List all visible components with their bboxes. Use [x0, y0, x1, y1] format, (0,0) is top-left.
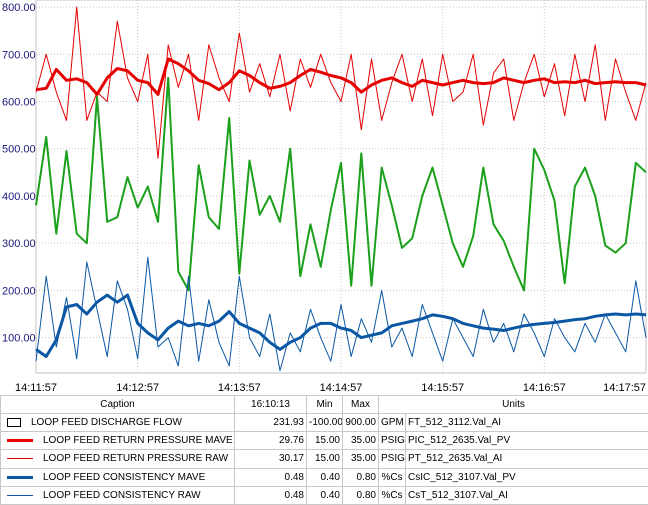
legend-eu: PSIG — [378, 449, 406, 469]
series-swatch-icon — [7, 439, 33, 443]
series-line-loop-feed-return-pressure-raw — [35, 6, 647, 159]
legend-min: 0.40 — [306, 485, 343, 505]
legend-caption: LOOP FEED RETURN PRESSURE RAW — [43, 453, 229, 465]
y-tick-label: 700.00 — [2, 49, 36, 61]
legend-caption-cell: LOOP FEED RETURN PRESSURE RAW — [0, 449, 235, 469]
x-tick-label: 14:14:57 — [320, 382, 363, 394]
legend-eu: %Cs — [378, 485, 406, 505]
legend-max: 0.80 — [342, 467, 379, 487]
series-swatch-icon — [7, 458, 33, 460]
trend-legend-table: Caption 16:10:13 Min Max Units LOOP FEED… — [0, 395, 648, 505]
y-tick-label: 200.00 — [2, 285, 36, 297]
series-line-loop-feed-consistency-mave — [35, 293, 647, 358]
legend-min: 0.40 — [306, 467, 343, 487]
legend-header-max[interactable]: Max — [342, 395, 379, 414]
legend-min: -100.00 — [306, 412, 343, 433]
legend-row[interactable]: LOOP FEED CONSISTENCY MAVE 0.48 0.40 0.80 %C… — [0, 467, 648, 487]
legend-value: 29.76 — [234, 431, 307, 451]
y-tick-label: 500.00 — [2, 144, 36, 156]
legend-tag: CsT_512_3107.Val_AI — [404, 485, 648, 505]
legend-row[interactable]: LOOP FEED DISCHARGE FLOW 231.93 -100.00 900… — [0, 412, 648, 433]
legend-eu: %Cs — [378, 467, 406, 487]
y-tick-label: 100.00 — [2, 333, 36, 345]
legend-tag: PIC_512_2635.Val_PV — [404, 431, 648, 451]
legend-caption: LOOP FEED RETURN PRESSURE MAVE — [43, 435, 233, 447]
legend-max: 0.80 — [342, 485, 379, 505]
x-tick-label: 14:13:57 — [218, 382, 261, 394]
legend-caption-cell: LOOP FEED DISCHARGE FLOW — [0, 412, 235, 433]
series-line-loop-feed-consistency-raw — [35, 256, 647, 372]
legend-value: 0.48 — [234, 485, 307, 505]
legend-tag: PT_512_2635.Val_AI — [404, 449, 648, 469]
x-tick-label: 14:12:57 — [116, 382, 159, 394]
x-tick-label: 14:16:57 — [523, 382, 566, 394]
legend-max: 900.00 — [342, 412, 379, 433]
legend-min: 15.00 — [306, 431, 343, 451]
x-tick-label: 14:11:57 — [15, 382, 57, 394]
legend-header-time[interactable]: 16:10:13 — [234, 395, 307, 414]
legend-max: 35.00 — [342, 431, 379, 451]
legend-eu: PSIG — [378, 431, 406, 451]
legend-row[interactable]: LOOP FEED CONSISTENCY RAW 0.48 0.40 0.80 %Cs… — [0, 485, 648, 505]
series-swatch-icon — [7, 475, 33, 479]
series-line-loop-feed-discharge-flow — [35, 76, 647, 292]
legend-value: 0.48 — [234, 467, 307, 487]
legend-min: 15.00 — [306, 449, 343, 469]
legend-row[interactable]: LOOP FEED RETURN PRESSURE RAW 30.17 15.00 3… — [0, 449, 648, 469]
legend-caption-cell: LOOP FEED CONSISTENCY MAVE — [0, 467, 235, 487]
y-tick-label: 600.00 — [2, 97, 36, 109]
legend-caption: LOOP FEED CONSISTENCY RAW — [43, 489, 201, 501]
legend-header-caption[interactable]: Caption — [0, 395, 235, 414]
series-swatch-icon — [7, 494, 33, 496]
legend-tag: FT_512_3112.Val_AI — [404, 412, 648, 433]
legend-value: 231.93 — [234, 412, 307, 433]
legend-header-min[interactable]: Min — [306, 395, 343, 414]
legend-caption-cell: LOOP FEED RETURN PRESSURE MAVE — [0, 431, 235, 451]
y-tick-label: 400.00 — [2, 191, 36, 203]
legend-value: 30.17 — [234, 449, 307, 469]
series-swatch-icon — [7, 417, 21, 427]
legend-caption-cell: LOOP FEED CONSISTENCY RAW — [0, 485, 235, 505]
legend-caption: LOOP FEED CONSISTENCY MAVE — [43, 471, 206, 483]
legend-row[interactable]: LOOP FEED RETURN PRESSURE MAVE 29.76 15.00… — [0, 431, 648, 451]
x-tick-label: 14:15:57 — [421, 382, 464, 394]
legend-caption: LOOP FEED DISCHARGE FLOW — [31, 417, 182, 429]
y-tick-label: 300.00 — [2, 238, 36, 250]
x-tick-label: 14:17:57 — [603, 382, 646, 394]
legend-header-units[interactable]: Units — [377, 395, 648, 414]
legend-tag: CsIC_512_3107.Val_PV — [404, 467, 648, 487]
legend-eu: GPM — [378, 412, 406, 433]
trend-chart[interactable]: 100.00 200.00 300.00 400.00 500.00 600.00 700.… — [0, 0, 648, 395]
legend-max: 35.00 — [342, 449, 379, 469]
y-tick-label: 800.00 — [2, 2, 36, 14]
series-line-loop-feed-return-pressure-mave — [35, 57, 647, 96]
